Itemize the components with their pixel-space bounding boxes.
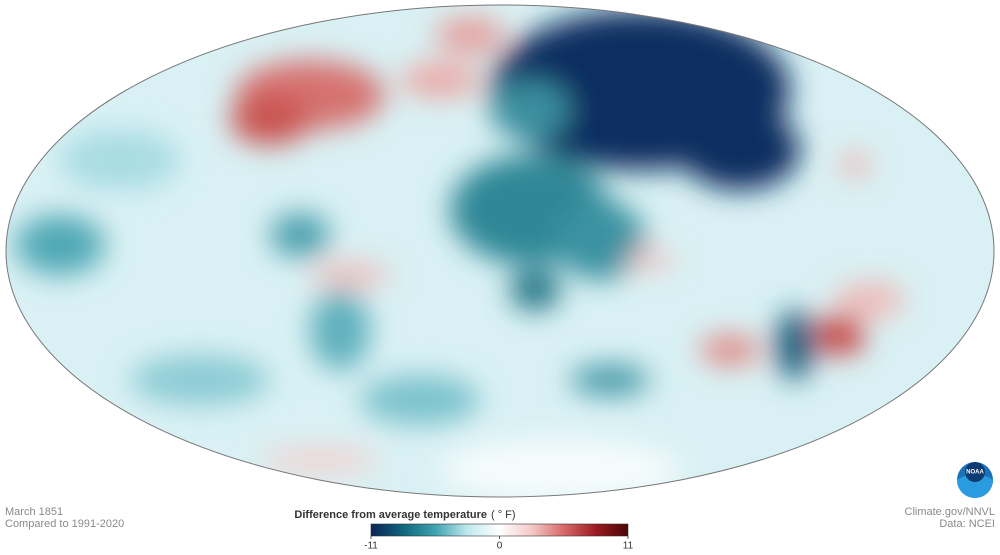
legend-title: Difference from average temperature xyxy=(294,509,487,521)
globe-outline xyxy=(5,4,995,498)
color-bar xyxy=(370,523,629,537)
baseline-label: Compared to 1991-2020 xyxy=(5,518,124,530)
legend-unit: ( ° F) xyxy=(491,509,516,521)
data-credit: Data: NCEI xyxy=(939,518,995,530)
temperature-map xyxy=(6,5,994,497)
source-credit: Climate.gov/NNVL xyxy=(905,506,995,518)
logo-text: NOAA xyxy=(966,470,984,476)
tick-label: 11 xyxy=(623,541,634,552)
date-label: March 1851 xyxy=(5,506,63,518)
noaa-logo: NOAA xyxy=(957,462,993,498)
tick-label: 0 xyxy=(497,541,503,552)
tick-label: -11 xyxy=(364,541,378,552)
